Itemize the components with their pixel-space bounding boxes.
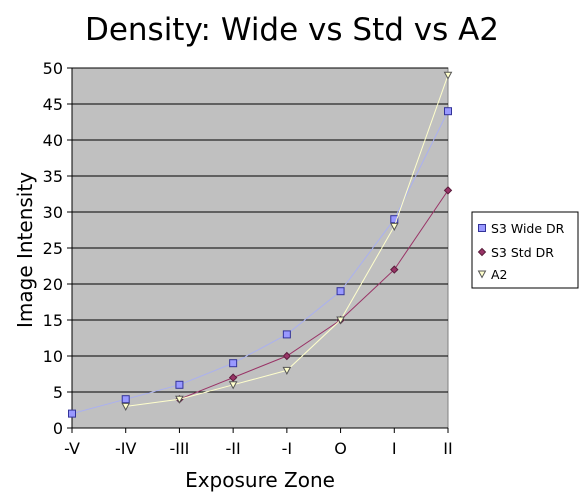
chart-title: Density: Wide vs Std vs A2 (85, 12, 499, 48)
axes (67, 67, 449, 433)
x-tick-label: -II (226, 439, 241, 458)
legend-box (471, 211, 579, 289)
legend: S3 Wide DR S3 Std DR A2 (471, 211, 579, 289)
x-tick-label: -III (169, 439, 189, 458)
data-point (336, 287, 345, 296)
data-point (229, 359, 238, 368)
data-point (444, 107, 452, 116)
y-tick-label: 5 (53, 383, 63, 402)
y-tick-labels: 0 5 10 15 20 25 30 35 40 45 50 (43, 59, 63, 438)
data-point (390, 215, 399, 224)
x-tick-label: -IV (115, 439, 136, 458)
legend-label: S3 Wide DR (491, 221, 565, 236)
legend-label: S3 Std DR (491, 245, 554, 260)
series-0 (68, 107, 452, 418)
y-tick-label: 0 (53, 419, 63, 438)
data-point (389, 222, 399, 231)
data-point (228, 381, 238, 390)
y-tick-label: 40 (43, 131, 63, 150)
series-layer (68, 71, 453, 418)
legend-marker (478, 224, 486, 232)
legend-label: A2 (491, 267, 508, 282)
data-point (228, 373, 238, 382)
data-point (282, 330, 291, 339)
x-tick-label: -I (282, 439, 293, 458)
data-point (121, 402, 131, 411)
data-point (121, 395, 130, 404)
y-axis-title: Image Intensity (13, 172, 37, 328)
x-tick-label: I (392, 439, 397, 458)
y-tick-label: 30 (43, 203, 63, 222)
series-line (179, 190, 449, 400)
data-point (175, 395, 184, 404)
series-line (71, 110, 449, 415)
legend-marker (477, 270, 487, 279)
data-point (443, 186, 453, 195)
legend-marker (477, 247, 487, 257)
y-tick-label: 50 (43, 59, 63, 78)
x-tick-label: O (334, 439, 347, 458)
x-tick-label: II (443, 439, 452, 458)
y-tick-label: 10 (43, 347, 63, 366)
data-point (282, 366, 292, 375)
y-tick-label: 45 (43, 95, 63, 114)
data-point (443, 71, 453, 80)
data-point (336, 316, 345, 325)
gridlines (72, 67, 448, 393)
y-tick-label: 35 (43, 167, 63, 186)
data-point (68, 409, 76, 418)
series-2 (121, 71, 453, 411)
x-tick-labels: -V -IV -III -II -I O I II (64, 439, 453, 458)
y-tick-label: 15 (43, 311, 63, 330)
x-axis-title: Exposure Zone (185, 468, 335, 492)
y-tick-label: 20 (43, 275, 63, 294)
x-tick-label: -V (64, 439, 80, 458)
data-point (175, 380, 184, 389)
data-point (390, 265, 399, 274)
y-tick-label: 25 (43, 239, 63, 258)
data-point (282, 351, 292, 361)
